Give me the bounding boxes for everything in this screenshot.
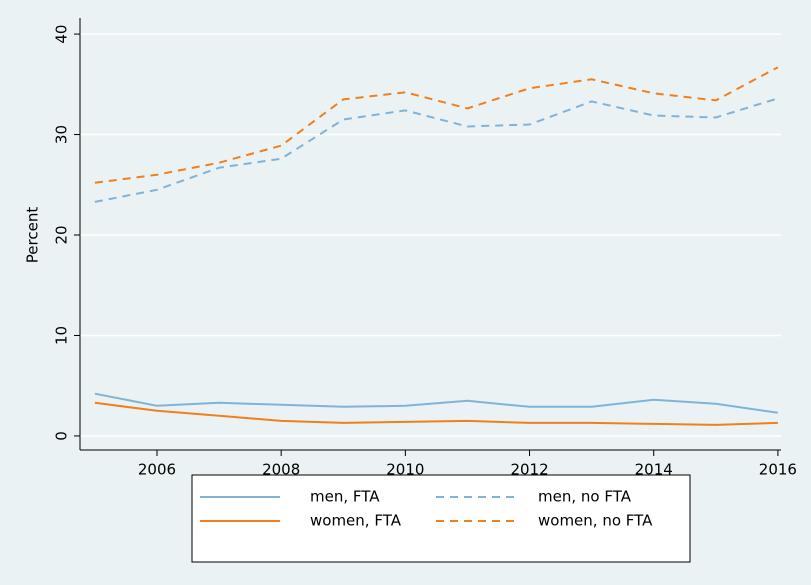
series-line [94, 66, 779, 184]
y-tick-label: 30 [53, 125, 71, 144]
x-tick-label: 2008 [262, 461, 300, 479]
x-tick-label: 2012 [510, 461, 548, 479]
legend-label: women, no FTA [538, 512, 653, 530]
series-line [94, 401, 778, 426]
series-line [94, 97, 779, 203]
y-axis-label: Percent [24, 207, 42, 264]
x-tick-label: 2014 [635, 461, 673, 479]
x-tick-label: 2016 [759, 461, 797, 479]
legend-label: men, no FTA [538, 488, 632, 506]
x-tick-label: 2010 [386, 461, 424, 479]
y-tick-label: 20 [53, 225, 71, 244]
y-tick-label: 0 [53, 431, 71, 441]
legend-label: men, FTA [310, 488, 380, 506]
legend-box [191, 474, 691, 563]
legend-label: women, FTA [310, 512, 402, 530]
y-tick-label: 10 [53, 326, 71, 345]
y-tick-label: 40 [53, 25, 71, 44]
x-tick-label: 2006 [138, 461, 176, 479]
series-line [94, 392, 779, 414]
